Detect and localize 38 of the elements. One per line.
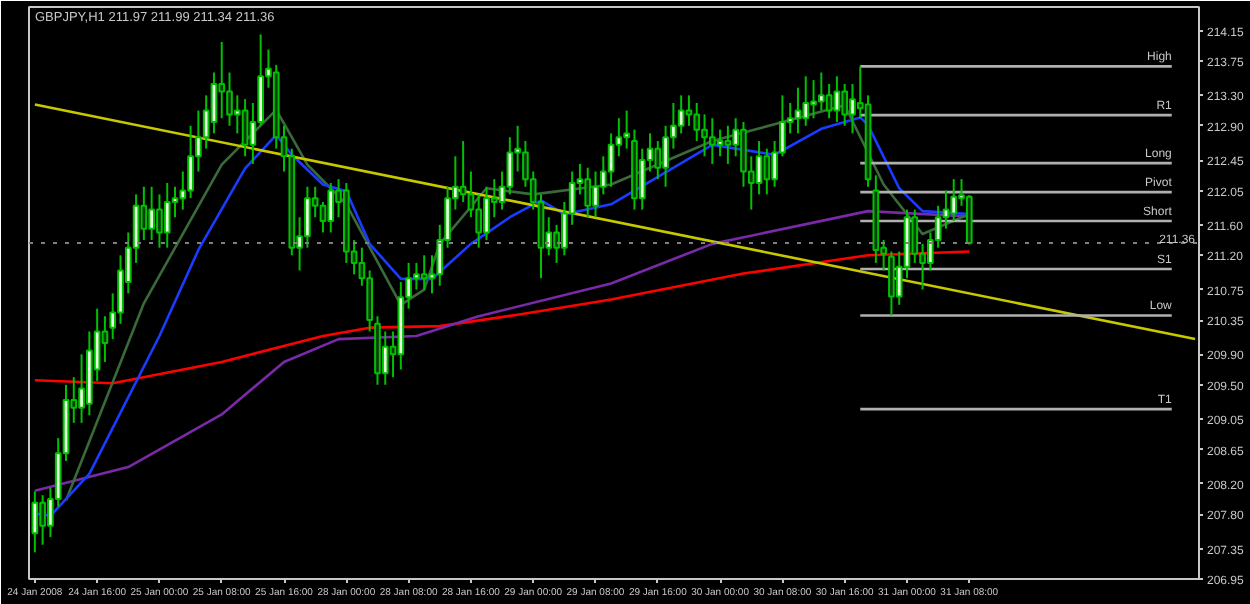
candlestick bbox=[607, 132, 615, 188]
candlestick bbox=[950, 178, 958, 223]
candlestick bbox=[911, 208, 919, 264]
candlestick bbox=[833, 75, 841, 124]
candlestick bbox=[506, 136, 514, 196]
candlestick bbox=[163, 181, 171, 249]
candlestick bbox=[156, 193, 163, 249]
candlestick bbox=[101, 315, 109, 363]
candlestick bbox=[218, 41, 226, 120]
candlestick bbox=[210, 71, 218, 135]
line-series bbox=[33, 209, 971, 492]
candlestick bbox=[327, 181, 335, 234]
candlestick bbox=[148, 185, 155, 242]
line-series bbox=[33, 250, 971, 385]
candlestick bbox=[31, 490, 39, 554]
candlestick bbox=[810, 79, 817, 120]
candlestick bbox=[420, 254, 428, 291]
candlestick bbox=[677, 94, 685, 135]
candlestick bbox=[39, 494, 46, 546]
candlestick bbox=[483, 185, 490, 242]
candlestick bbox=[763, 147, 771, 196]
candlestick bbox=[724, 124, 732, 165]
candlestick bbox=[654, 140, 662, 181]
candlestick bbox=[802, 75, 810, 127]
candlestick bbox=[817, 71, 825, 112]
candlestick bbox=[140, 185, 148, 242]
candlestick bbox=[381, 330, 389, 386]
candlestick bbox=[459, 140, 467, 203]
candlestick bbox=[693, 101, 701, 143]
candlestick bbox=[965, 194, 973, 246]
candlestick bbox=[825, 82, 833, 120]
candlestick bbox=[841, 82, 849, 127]
candlestick bbox=[241, 98, 249, 158]
candlestick bbox=[794, 86, 802, 135]
candlestick bbox=[716, 128, 724, 158]
candlestick bbox=[755, 140, 763, 196]
candlestick bbox=[708, 117, 716, 165]
candlestick bbox=[584, 166, 592, 219]
